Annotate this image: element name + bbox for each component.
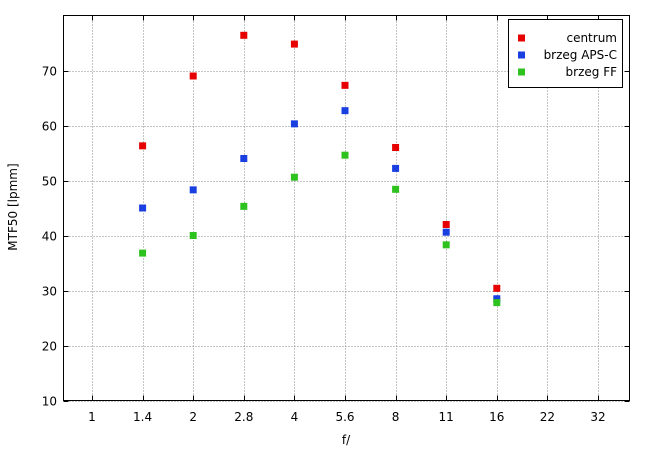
data-point (493, 295, 501, 303)
data-point (189, 72, 197, 80)
x-tick-label: 4 (291, 410, 299, 424)
data-point (290, 120, 298, 128)
data-point (139, 249, 147, 257)
x-tick-label: 1.4 (133, 410, 152, 424)
legend-marker (518, 51, 525, 59)
y-tick-label: 10 (42, 395, 57, 409)
y-axis-tick-labels: 10 20 30 40 50 60 70 (42, 65, 57, 409)
x-tick-label: 32 (590, 410, 605, 424)
data-point (189, 186, 197, 194)
x-tick-label: 11 (439, 410, 454, 424)
data-point (392, 144, 400, 151)
data-point (493, 299, 501, 307)
x-tick-label: 8 (392, 410, 400, 424)
x-tick-label: 16 (489, 410, 504, 424)
data-point (442, 228, 450, 236)
x-tick-label: 1 (88, 410, 96, 424)
x-axis-label: f/ (342, 433, 351, 447)
axis-ticks (63, 15, 630, 402)
x-tick-label: 2 (189, 410, 197, 424)
data-point (189, 232, 197, 239)
data-point (139, 204, 147, 212)
data-point (493, 284, 501, 292)
x-tick-label: 5.6 (335, 410, 354, 424)
y-tick-label: 30 (42, 285, 57, 299)
y-tick-label: 40 (42, 230, 57, 244)
data-point (341, 151, 349, 159)
data-point (240, 202, 248, 210)
data-point (290, 40, 298, 48)
y-axis-label: MTF50 [lpmm] (6, 163, 20, 250)
plot-frame (63, 15, 630, 401)
data-point (290, 173, 298, 181)
legend-marker (518, 68, 525, 76)
y-tick-label: 50 (42, 175, 57, 189)
data-point (442, 241, 450, 249)
legend-box (508, 19, 623, 88)
data-point (240, 31, 248, 39)
data-point (392, 185, 400, 193)
legend-label: brzeg APS-C (544, 48, 617, 62)
data-point (442, 221, 450, 228)
data-point (341, 81, 349, 89)
x-tick-label: 22 (540, 410, 555, 424)
data-points (139, 31, 501, 307)
legend-label: brzeg FF (566, 65, 618, 79)
y-tick-label: 70 (42, 65, 57, 79)
x-axis-tick-labels: 1 1.4 2 2.8 4 5.6 8 11 16 22 32 (88, 410, 605, 424)
y-tick-label: 20 (42, 340, 57, 354)
y-tick-label: 60 (42, 120, 57, 134)
x-tick-label: 2.8 (234, 410, 253, 424)
legend: centrum brzeg APS-C brzeg FF (508, 19, 623, 88)
legend-marker (518, 34, 525, 42)
data-point (240, 155, 248, 162)
data-point (392, 164, 400, 172)
legend-label: centrum (566, 31, 617, 45)
data-point (341, 107, 349, 115)
data-point (139, 142, 147, 150)
